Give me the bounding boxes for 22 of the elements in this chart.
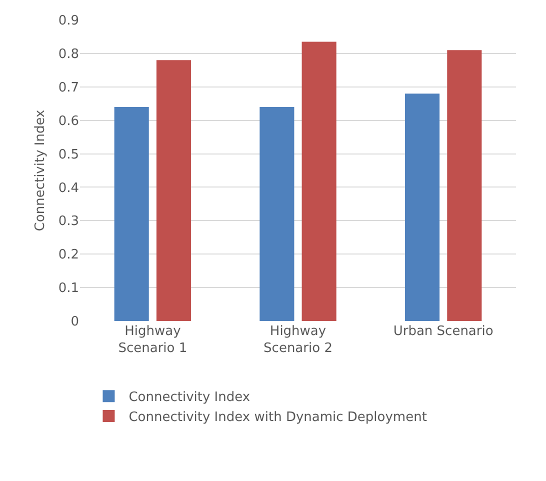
x-tick-label: Urban Scenario [393, 324, 494, 339]
x-tick-label: Highway Scenario 2 [264, 324, 332, 356]
y-tick-label: 0.8 [58, 46, 79, 62]
y-tick-label: 0.9 [58, 14, 79, 29]
bar [114, 106, 149, 321]
y-tick-label: 0.1 [58, 281, 79, 296]
x-tick-label: Highway Scenario 1 [118, 324, 188, 356]
y-tick-label: 0 [70, 314, 79, 330]
bar [447, 50, 482, 321]
y-tick-label: 0.5 [58, 147, 79, 162]
bar [404, 94, 440, 321]
bar [302, 42, 336, 321]
y-tick-label: 0.2 [58, 248, 79, 263]
y-tick-label: 0.7 [58, 80, 79, 96]
bar [260, 106, 294, 321]
y-axis-title: Connectivity Index [33, 110, 48, 232]
y-tick-label: 0.3 [58, 214, 79, 230]
legend-label: Connectivity Index with Dynamic Deployment [128, 410, 427, 426]
legend-label: Connectivity Index [128, 390, 250, 406]
y-tick-label: 0.4 [58, 180, 79, 196]
y-tick-label: 0.6 [58, 114, 79, 129]
bar [156, 60, 192, 321]
